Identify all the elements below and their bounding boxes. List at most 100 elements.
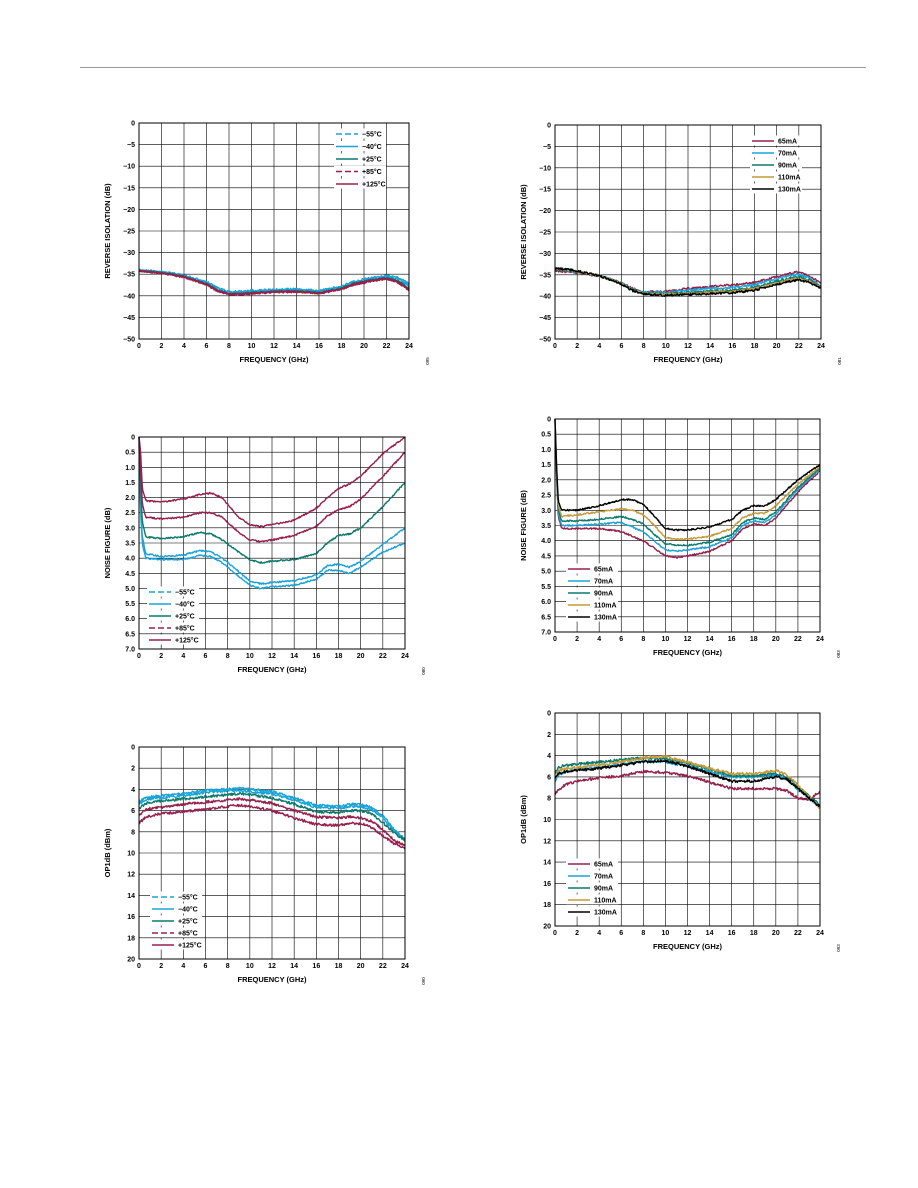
y-tick-label: 0	[131, 121, 135, 128]
figure-id: 083	[836, 650, 841, 658]
x-tick-label: 4	[182, 343, 186, 350]
y-axis-title: NOISE FIGURE (dB)	[103, 507, 112, 578]
legend-item-bg	[334, 153, 386, 164]
y-tick-label: 0.5	[125, 450, 135, 457]
x-tick-label: 4	[181, 963, 185, 970]
series-line-65ma	[554, 769, 821, 801]
y-tick-label: 12	[127, 872, 135, 879]
x-tick-label: 6	[619, 930, 623, 937]
x-tick-label: 0	[137, 653, 141, 660]
x-tick-label: 4	[181, 653, 185, 660]
figure-id: 080	[421, 667, 426, 675]
y-tick-label: 14	[127, 893, 135, 900]
y-tick-label: −30	[123, 250, 135, 257]
legend-item-bg	[150, 939, 202, 950]
y-tick-label: −30	[539, 251, 551, 258]
y-tick-label: 18	[127, 935, 135, 942]
y-tick-label: 2.5	[541, 493, 551, 500]
y-tick-label: 4	[547, 753, 551, 760]
y-tick-label: 7.0	[541, 630, 551, 637]
y-tick-label: 6.5	[125, 631, 135, 638]
legend-item-bg	[150, 891, 202, 902]
chart-op1db-vs-temperature: 0 2 4 6 8 10 12 14 16 18 20 22 24 0 2 4 6 8 10 12 14 16 18 20 FR…	[92, 736, 426, 1002]
x-tick-label: 20	[357, 963, 365, 970]
series-line-plus-25c	[138, 791, 406, 842]
series-line-110ma	[554, 418, 821, 541]
y-tick-label: −35	[123, 272, 135, 279]
legend-item-bg	[147, 622, 199, 633]
x-tick-label: 20	[357, 653, 365, 660]
series-line-90ma	[554, 418, 821, 547]
series-line-130ma	[554, 418, 821, 532]
y-tick-label: 5.0	[125, 586, 135, 593]
y-tick-label: 20	[127, 957, 135, 964]
x-tick-label: 10	[662, 343, 670, 350]
plot-frame	[554, 124, 822, 340]
legend-item-bg	[150, 927, 202, 938]
x-tick-label: 12	[270, 343, 278, 350]
y-tick-label: 3.0	[125, 525, 135, 532]
legend-item-bg	[750, 135, 802, 146]
x-axis-title: FREQUENCY (GHz)	[237, 665, 307, 674]
y-tick-label: 2.0	[541, 477, 551, 484]
x-tick-label: 16	[728, 636, 736, 643]
x-tick-label: 18	[335, 653, 343, 660]
y-tick-label: 3.5	[541, 523, 551, 530]
plot-frame	[554, 712, 821, 927]
figure-id: 090	[421, 977, 426, 985]
x-tick-label: 12	[684, 930, 692, 937]
series-line-plus-125c	[138, 436, 406, 528]
y-tick-label: 10	[543, 817, 551, 824]
x-tick-label: 24	[405, 343, 413, 350]
legend-label-90ma: 90mA	[594, 886, 613, 893]
legend-item-bg	[566, 611, 618, 622]
y-tick-label: −45	[123, 315, 135, 322]
plot-frame	[138, 122, 410, 340]
x-axis-title: FREQUENCY (GHz)	[653, 355, 723, 364]
y-tick-label: −50	[123, 337, 135, 344]
x-tick-label: 12	[684, 343, 692, 350]
y-tick-label: 5.5	[541, 584, 551, 591]
legend: 65mA 70mA 90mA 110mA 130mA	[566, 858, 618, 917]
chart-reverse-isolation-vs-temperature: 0 2 4 6 8 10 12 14 16 18 20 22 24 0 −5 −10 −15 −20 −25 −30−…	[92, 112, 430, 382]
y-tick-label: 14	[543, 860, 551, 867]
legend-item-bg	[566, 599, 618, 610]
x-tick-label: 2	[575, 636, 579, 643]
legend-item-bg	[334, 128, 386, 139]
x-tick-label: 6	[204, 963, 208, 970]
legend-label-110ma: 110mA	[594, 603, 617, 610]
x-tick-label: 18	[338, 343, 346, 350]
legend-item-bg	[150, 915, 202, 926]
legend-item-bg	[334, 166, 386, 176]
x-tick-label: 24	[816, 636, 824, 643]
legend-label-plus-25c: +25°C	[175, 613, 195, 621]
x-tick-label: 22	[383, 343, 391, 350]
y-tick-label: 0	[131, 435, 135, 442]
x-axis-title: FREQUENCY (GHz)	[237, 975, 307, 984]
chart-svg: 0 2 4 6 8 10 12 14 16 18 20 22 2400.51.01.52.02.53.0…	[519, 417, 841, 658]
plot-frame	[138, 746, 406, 960]
y-tick-label: 6.0	[125, 616, 135, 623]
legend-item-bg	[566, 587, 618, 598]
x-tick-label: 22	[795, 343, 803, 350]
x-tick-label: 4	[597, 930, 601, 937]
series-line-90ma	[554, 755, 821, 807]
legend-item-bg	[750, 147, 802, 158]
y-tick-label: 1.0	[125, 465, 135, 472]
legend-label-130ma: 130mA	[594, 615, 617, 622]
legend-label-65ma: 65mA	[594, 862, 613, 869]
legend-item-bg	[566, 894, 618, 905]
y-tick-label: 0	[547, 711, 551, 718]
y-tick-label: 0	[547, 417, 551, 424]
x-tick-label: 18	[750, 930, 758, 937]
chart-svg: 0 2 4 6 8 10 12 14 16 18 20 22 240−5−10−15−20−25−30−…	[103, 121, 430, 365]
x-axis-title: FREQUENCY (GHz)	[653, 648, 723, 657]
y-tick-label: 8	[131, 829, 135, 836]
legend-label-minus-40c: −40°C	[175, 601, 195, 609]
x-axis-title: FREQUENCY (GHz)	[239, 355, 309, 364]
x-tick-label: 0	[553, 930, 557, 937]
y-tick-label: 20	[543, 924, 551, 931]
y-tick-label: 3.5	[125, 541, 135, 548]
legend-item-bg	[147, 610, 199, 621]
x-tick-label: 16	[315, 343, 323, 350]
